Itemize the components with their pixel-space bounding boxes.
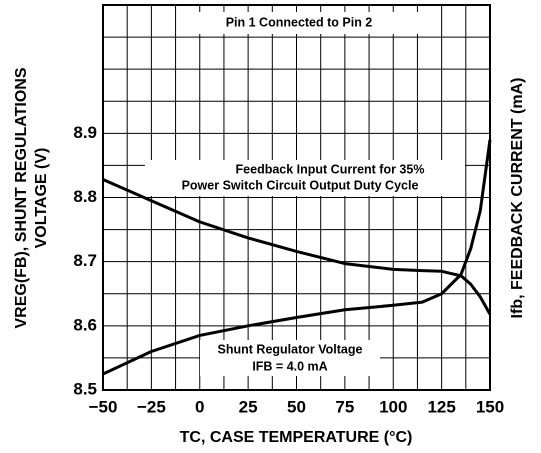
- curves: [102, 139, 492, 376]
- annotation: Feedback Input Current for 35%: [236, 162, 425, 176]
- x-tick-label: 25: [239, 397, 258, 416]
- tick-labels: −50 −25 0 25 50 75 100 125 150 8.5 8.6 8.7 8.8 8.9: [73, 123, 504, 417]
- x-tick-label: −50: [89, 397, 118, 416]
- annotation-box: [180, 12, 418, 34]
- plot-frame: [102, 4, 491, 391]
- annotation: Power Switch Circuit Output Duty Cycle: [182, 178, 419, 192]
- x-tick-label: 0: [195, 397, 204, 416]
- y-tick-label: 8.9: [73, 123, 97, 142]
- annotation: Pin 1 Connected to Pin 2: [226, 15, 373, 29]
- y-axis-label: VREG(FB), SHUNT REGULATIONS: [13, 67, 30, 328]
- x-tick-label: 125: [427, 397, 455, 416]
- y-axis-label: VOLTAGE (V): [33, 148, 50, 249]
- x-tick-label: 100: [379, 397, 407, 416]
- x-tick-label: −25: [137, 397, 166, 416]
- curve: [102, 178, 492, 316]
- annotation: IFB = 4.0 mA: [252, 359, 327, 373]
- annotation: Shunt Regulator Voltage: [218, 342, 363, 356]
- y-tick-label: 8.5: [73, 379, 97, 398]
- x-axis-label: TC, CASE TEMPERATURE (°C): [180, 429, 413, 446]
- x-tick-label: 150: [476, 397, 504, 416]
- y-tick-label: 8.8: [73, 187, 97, 206]
- annotation-box: [200, 340, 380, 376]
- y2-axis-label: Ifb, FEEDBACK CURRENT (mA): [509, 78, 526, 319]
- y-tick-label: 8.6: [73, 315, 97, 334]
- x-tick-label: 75: [335, 397, 354, 416]
- curve: [102, 139, 492, 376]
- x-tick-label: 50: [287, 397, 306, 416]
- annotation-box: [145, 160, 465, 196]
- grid: [102, 5, 491, 391]
- y-tick-label: 8.7: [73, 251, 97, 270]
